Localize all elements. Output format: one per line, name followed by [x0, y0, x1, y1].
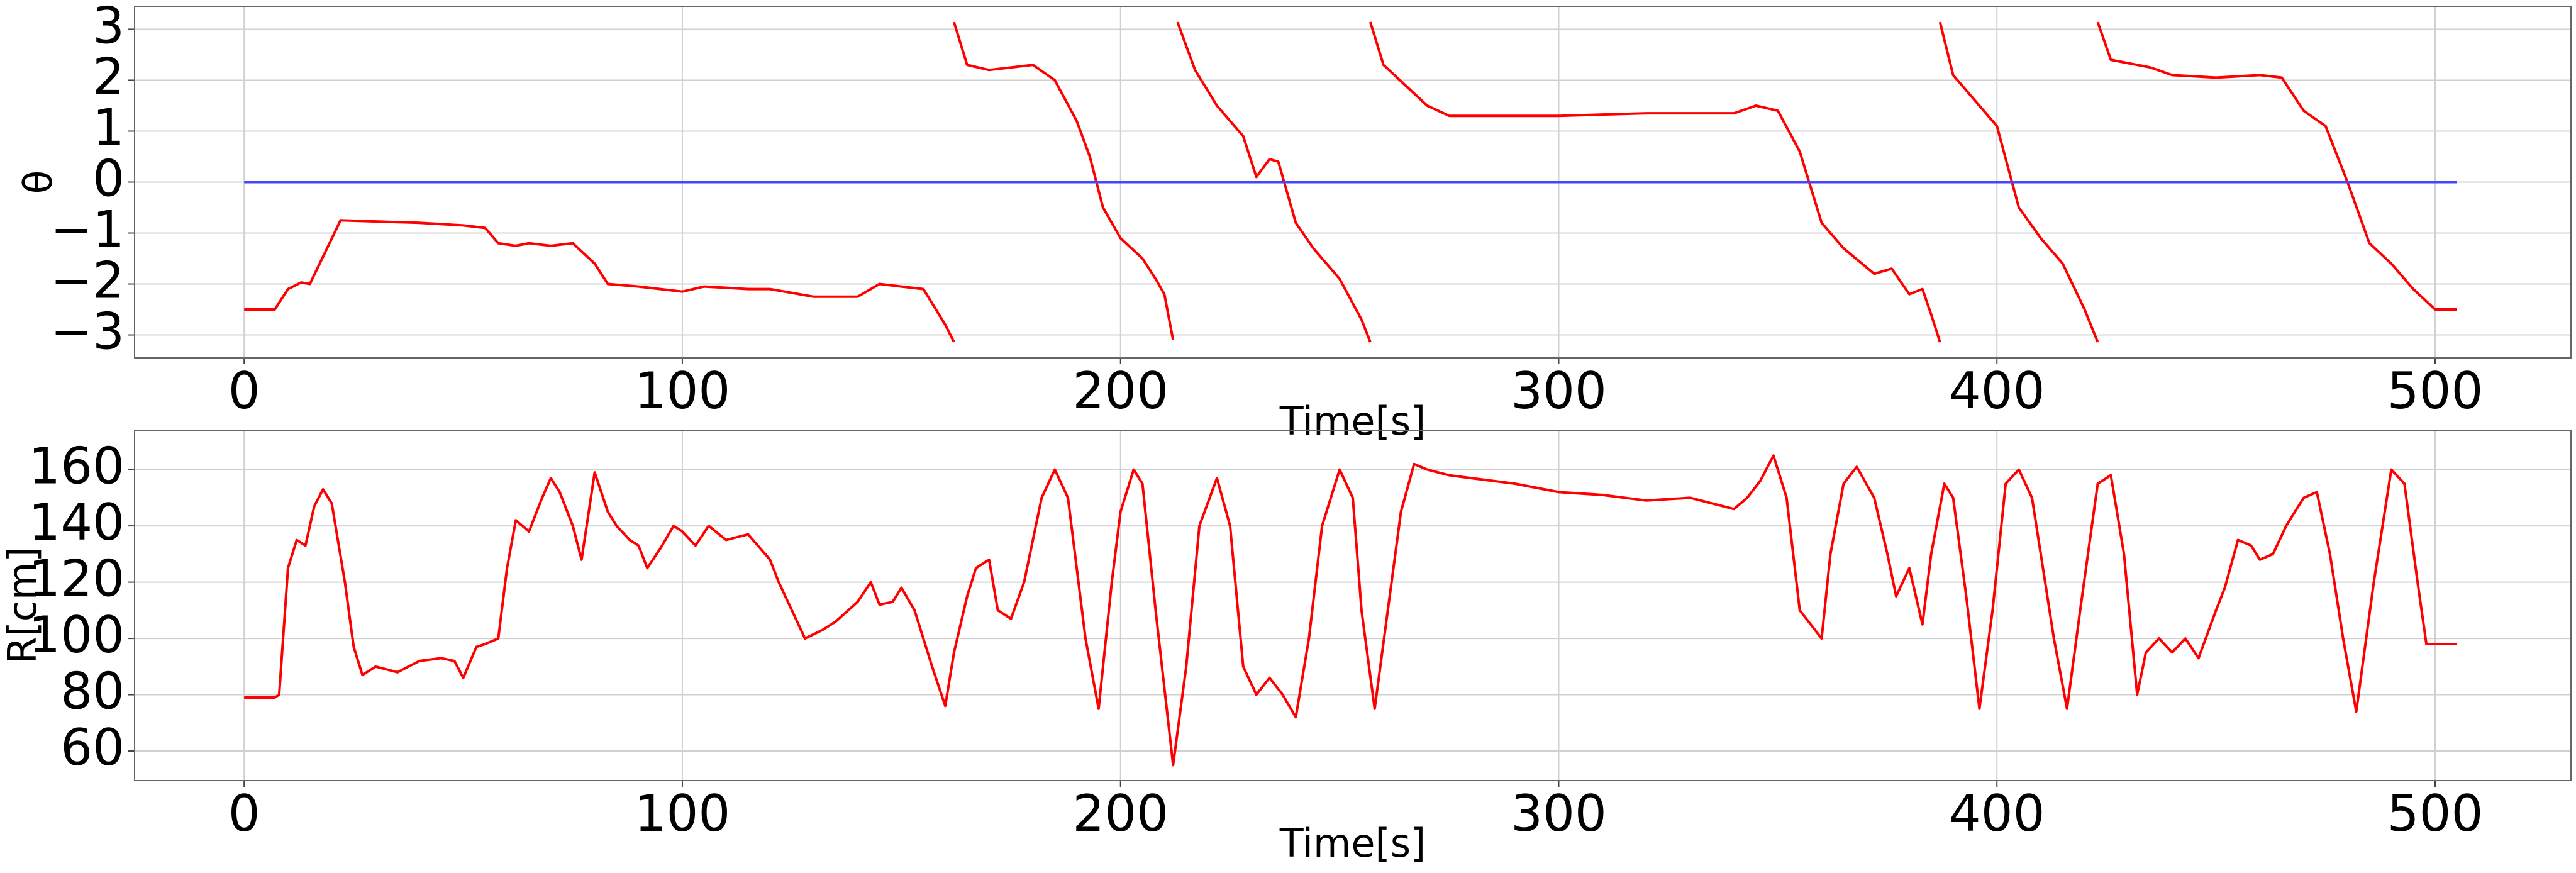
x-tick-label: 0 — [228, 784, 260, 843]
y-tick-label: −2 — [50, 251, 125, 309]
data-line — [244, 21, 2457, 343]
x-tick-label: 100 — [635, 362, 731, 420]
x-tick-label: 100 — [635, 784, 731, 843]
x-tick-label: 200 — [1072, 784, 1169, 843]
x-tick-label: 400 — [1949, 784, 2045, 843]
plot-frame — [134, 6, 2572, 359]
x-tick-label: 300 — [1511, 362, 1607, 420]
y-tick-label: −3 — [50, 303, 125, 361]
x-tick-label: 0 — [228, 362, 260, 420]
y-tick-label: −1 — [50, 200, 125, 259]
x-tick-label: 500 — [2387, 784, 2484, 843]
data-line — [244, 454, 2457, 767]
plot-frame — [134, 430, 2572, 781]
y-tick-label: 1 — [92, 98, 125, 157]
y-tick-label: 80 — [60, 662, 125, 721]
y-axis-label: θ — [15, 170, 61, 194]
y-tick-label: 3 — [92, 0, 125, 55]
x-axis-label: Time[s] — [1279, 398, 1426, 444]
x-tick-label: 400 — [1949, 362, 2045, 420]
y-tick-label: 160 — [28, 437, 125, 496]
y-tick-label: 120 — [28, 550, 125, 608]
x-axis-label: Time[s] — [1279, 820, 1426, 866]
x-tick-label: 500 — [2387, 362, 2484, 420]
y-tick-label: 140 — [28, 493, 125, 552]
y-tick-label: 100 — [28, 606, 125, 664]
y-tick-label: 0 — [92, 149, 125, 208]
y-tick-label: 60 — [60, 718, 125, 777]
y-tick-label: 2 — [92, 47, 125, 106]
x-tick-label: 200 — [1072, 362, 1169, 420]
x-tick-label: 300 — [1511, 784, 1607, 843]
y-axis-label: R[cm] — [0, 547, 45, 664]
